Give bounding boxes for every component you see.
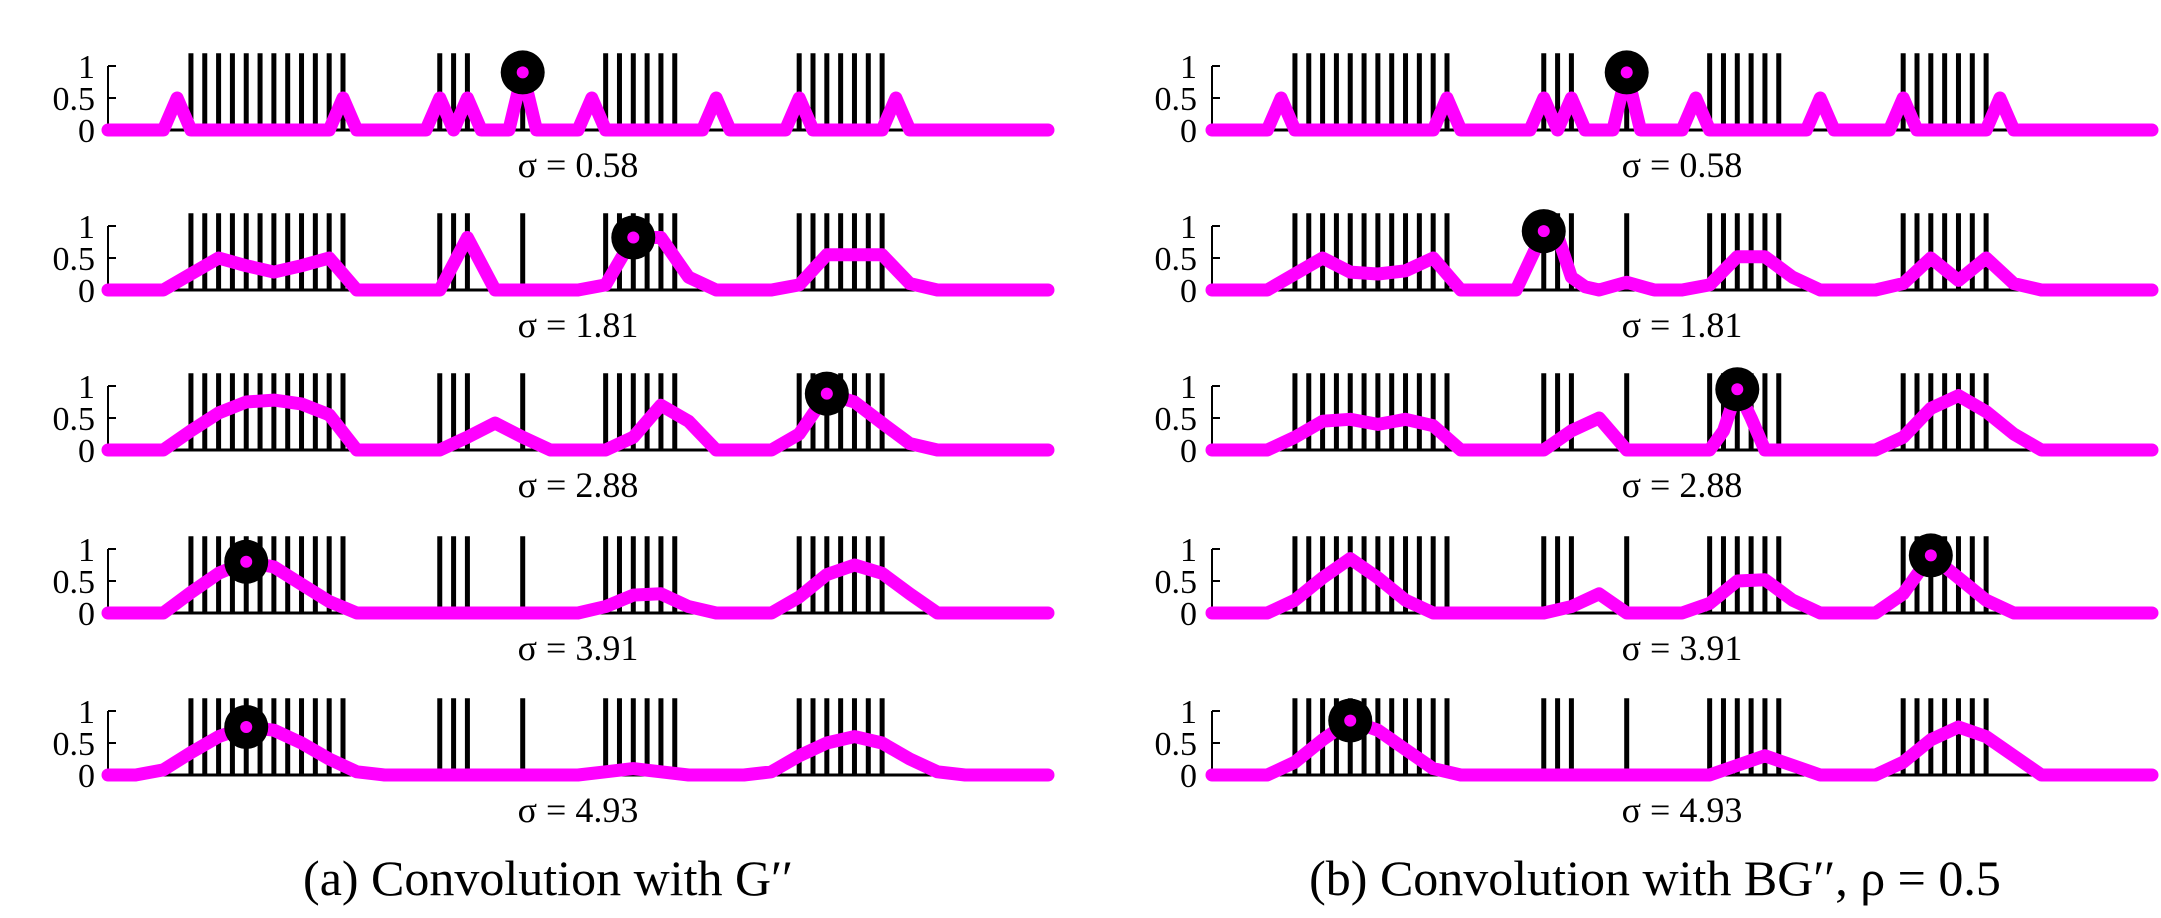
y-tick-label: 0: [78, 433, 95, 470]
y-tick-label: 1: [1180, 532, 1197, 569]
y-tick-label: 0: [1180, 758, 1197, 795]
y-tick-label: 0.5: [53, 401, 96, 438]
max-marker: [1715, 367, 1760, 412]
max-marker: [1604, 50, 1649, 95]
caption: (b) Convolution with BG′′, ρ = 0.5: [1309, 850, 2001, 906]
y-tick-label: 0: [78, 273, 95, 310]
stems: [188, 213, 885, 290]
panel-5: 00.51 σ = 4.93: [1155, 694, 2159, 830]
y-tick-label: 0: [1180, 596, 1197, 633]
panel-2: 00.51 σ = 1.81: [1155, 209, 2159, 345]
panel-4: 00.51 σ = 3.91: [53, 532, 1055, 668]
y-axis: 00.51: [53, 49, 116, 150]
y-tick-label: 0.5: [53, 241, 96, 278]
y-tick-label: 0.5: [53, 726, 96, 763]
y-axis: 00.51: [1155, 209, 1220, 310]
response-curve: [101, 65, 1055, 137]
y-axis: 00.51: [1155, 369, 1220, 470]
panel-4: 00.51 σ = 3.91: [1155, 532, 2159, 668]
max-marker: [224, 539, 269, 584]
sigma-label: σ = 2.88: [518, 465, 639, 505]
y-tick-label: 1: [1180, 209, 1197, 246]
y-tick-label: 0.5: [1155, 81, 1198, 118]
max-marker: [500, 50, 545, 95]
y-tick-label: 0.5: [1155, 726, 1198, 763]
max-marker-dot: [1924, 549, 1937, 562]
y-tick-label: 0: [1180, 273, 1197, 310]
sigma-label: σ = 4.93: [1622, 790, 1743, 830]
y-tick-label: 1: [1180, 49, 1197, 86]
max-marker-dot: [1344, 714, 1357, 727]
caption: (a) Convolution with G′′: [303, 850, 793, 906]
max-marker-dot: [1537, 225, 1550, 238]
y-tick-label: 0: [78, 113, 95, 150]
max-marker-dot: [516, 66, 529, 79]
y-tick-label: 0: [1180, 433, 1197, 470]
panel-5: 00.51 σ = 4.93: [53, 694, 1055, 830]
y-tick-label: 1: [1180, 369, 1197, 406]
y-tick-label: 0.5: [1155, 564, 1198, 601]
stems: [1292, 373, 1989, 450]
y-axis: 00.51: [1155, 532, 1220, 633]
max-marker-dot: [1620, 66, 1633, 79]
y-tick-label: 1: [78, 532, 95, 569]
y-tick-label: 0: [78, 758, 95, 795]
max-marker: [804, 371, 849, 416]
response-curve: [1205, 224, 2159, 297]
y-tick-label: 1: [78, 49, 95, 86]
sigma-label: σ = 2.88: [1622, 465, 1743, 505]
y-axis: 00.51: [53, 532, 116, 633]
y-axis: 00.51: [53, 369, 116, 470]
response-curve: [1205, 382, 2159, 457]
max-marker: [1521, 209, 1566, 254]
sigma-label: σ = 0.58: [518, 145, 639, 185]
sigma-label: σ = 0.58: [1622, 145, 1743, 185]
y-axis: 00.51: [53, 694, 116, 795]
response-curve: [101, 231, 1055, 297]
y-tick-label: 0.5: [1155, 401, 1198, 438]
max-marker-dot: [820, 387, 833, 400]
max-marker: [224, 705, 269, 749]
stems: [1292, 698, 1989, 775]
max-marker-dot: [240, 555, 253, 568]
sigma-label: σ = 1.81: [518, 305, 639, 345]
stems: [1292, 213, 1989, 290]
panel-1: 00.51 σ = 0.58: [1155, 49, 2159, 185]
y-axis: 00.51: [53, 209, 116, 310]
y-tick-label: 1: [78, 369, 95, 406]
y-tick-label: 1: [1180, 694, 1197, 731]
sigma-label: σ = 4.93: [518, 790, 639, 830]
y-tick-label: 0: [1180, 113, 1197, 150]
y-tick-label: 0: [78, 596, 95, 633]
max-marker-dot: [240, 721, 253, 733]
panel-3: 00.51 σ = 2.88: [1155, 367, 2159, 505]
y-tick-label: 0.5: [53, 81, 96, 118]
y-axis: 00.51: [1155, 49, 1220, 150]
max-marker: [1908, 533, 1953, 578]
y-tick-label: 1: [78, 694, 95, 731]
y-tick-label: 0.5: [53, 564, 96, 601]
response-curve: [1205, 548, 2159, 620]
panel-2: 00.51 σ = 1.81: [53, 209, 1055, 345]
response-curve: [1205, 65, 2159, 137]
panel-1: 00.51 σ = 0.58: [53, 49, 1055, 185]
sigma-label: σ = 3.91: [518, 628, 639, 668]
sigma-label: σ = 1.81: [1622, 305, 1743, 345]
response-curve: [101, 387, 1055, 457]
max-marker: [1328, 698, 1373, 743]
max-marker: [611, 215, 656, 260]
max-marker-dot: [1731, 383, 1744, 396]
y-tick-label: 1: [78, 209, 95, 246]
panel-3: 00.51 σ = 2.88: [53, 369, 1055, 505]
sigma-label: σ = 3.91: [1622, 628, 1743, 668]
max-marker-dot: [627, 231, 640, 244]
y-tick-label: 0.5: [1155, 241, 1198, 278]
